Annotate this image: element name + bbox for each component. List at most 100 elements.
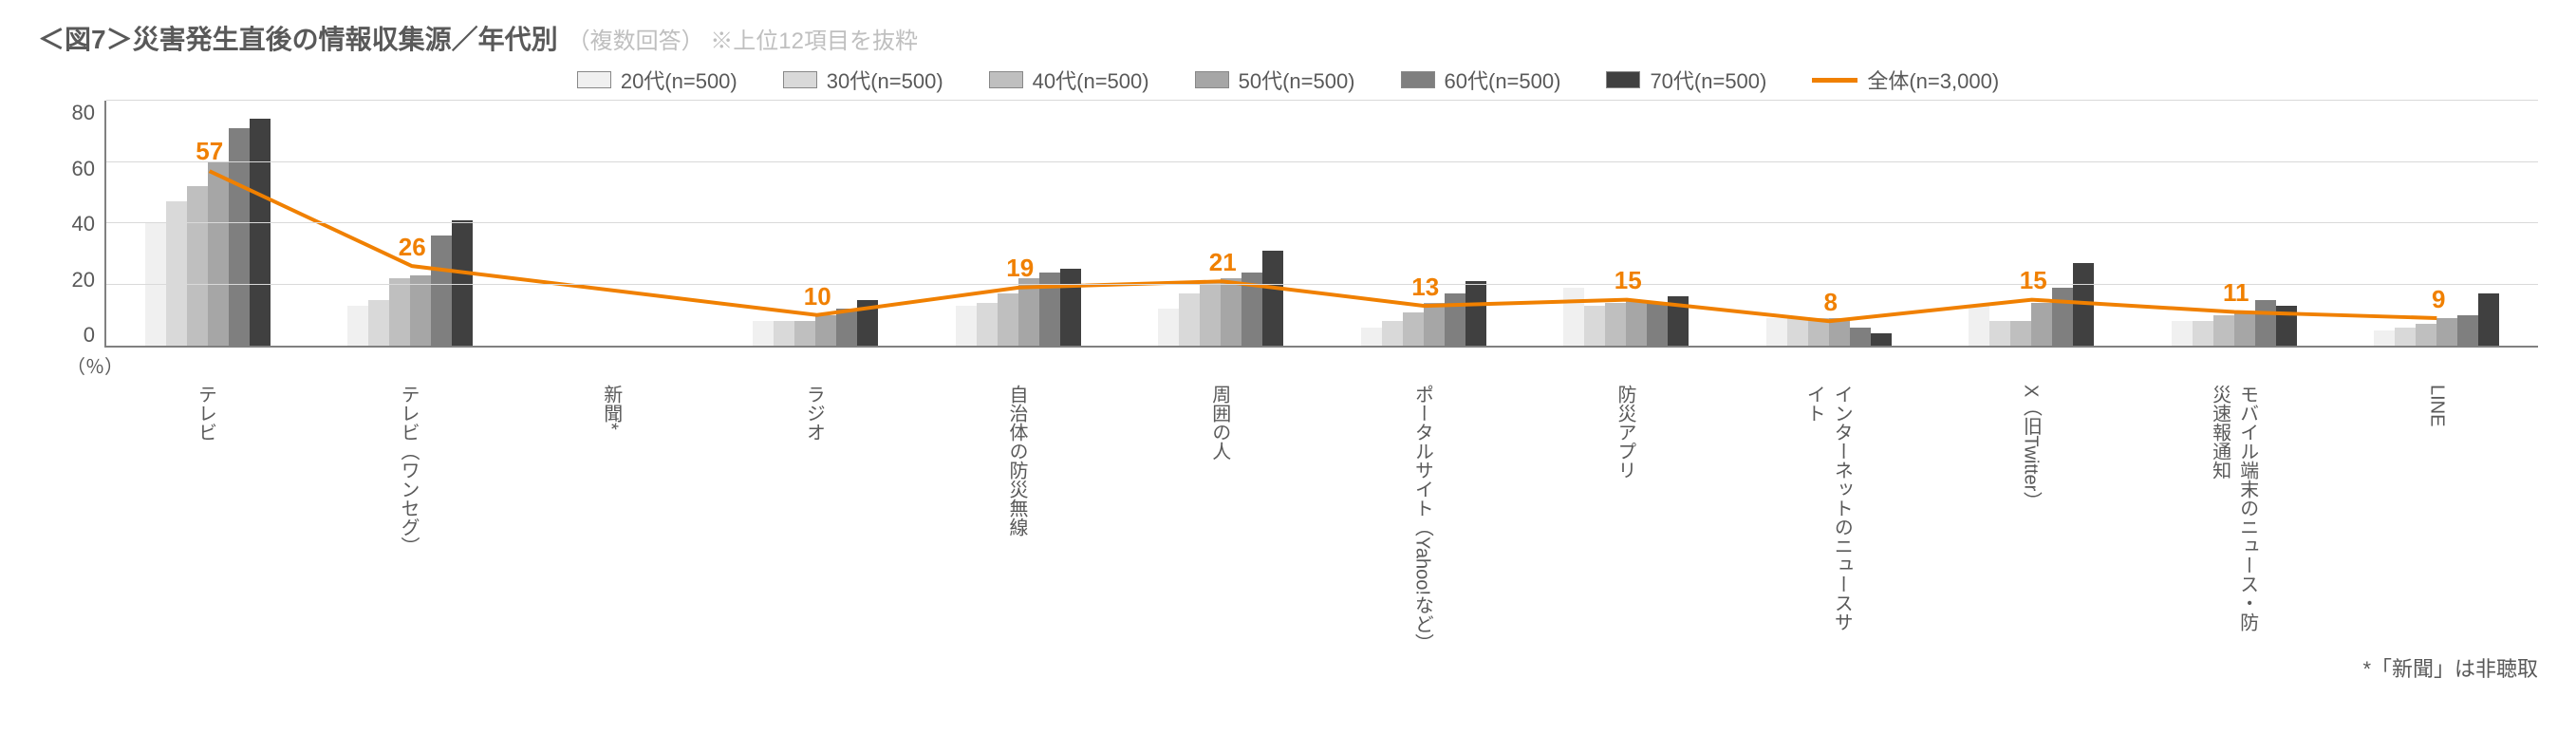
- x-label: テレビ（ワンセグ）: [308, 379, 511, 645]
- x-label: インターネットのニュースサイト: [1727, 379, 1930, 645]
- legend-item: 30代(n=500): [783, 65, 943, 95]
- bar: [1403, 312, 1424, 346]
- bar: [1989, 321, 2010, 346]
- y-tick: 20: [72, 268, 95, 292]
- x-label: 新聞*: [510, 379, 713, 645]
- x-label: ポータルサイト（Yahoo!など）: [1321, 379, 1524, 645]
- line-value-label: 57: [196, 137, 223, 166]
- x-label: モバイル端末のニュース・防災速報通知: [2133, 379, 2336, 645]
- bar: [1808, 318, 1829, 346]
- bar: [208, 162, 229, 347]
- legend-label: 全体(n=3,000): [1867, 65, 1999, 95]
- bar: [794, 321, 815, 346]
- legend-item: 60代(n=500): [1401, 65, 1561, 95]
- bar: [2172, 321, 2193, 346]
- bar: [1563, 288, 1584, 346]
- bar-group: [1931, 101, 2134, 346]
- legend-label: 30代(n=500): [827, 65, 943, 95]
- gridline: [106, 161, 2538, 162]
- bar-group: [1120, 101, 1323, 346]
- y-axis: 806040200: [38, 101, 104, 348]
- bar: [1584, 306, 1605, 346]
- bar-groups: [106, 101, 2538, 346]
- legend-item: 40代(n=500): [989, 65, 1149, 95]
- bar: [1018, 278, 1039, 346]
- bar: [187, 186, 208, 346]
- legend-label: 70代(n=500): [1650, 65, 1766, 95]
- legend-label: 40代(n=500): [1033, 65, 1149, 95]
- bar: [2457, 315, 2478, 346]
- legend-item: 20代(n=500): [577, 65, 737, 95]
- x-label: ラジオ: [713, 379, 916, 645]
- x-axis-labels: テレビテレビ（ワンセグ）新聞*ラジオ自治体の防災無線周囲の人ポータルサイト（Ya…: [104, 379, 2538, 645]
- gridline: [106, 222, 2538, 223]
- bar: [2193, 321, 2213, 346]
- bar: [2073, 263, 2094, 346]
- footnote: *「新聞」は非聴取: [38, 652, 2538, 683]
- bar: [145, 223, 166, 346]
- bar-group: [1525, 101, 1728, 346]
- bar: [1605, 303, 1626, 346]
- line-value-label: 8: [1824, 288, 1838, 317]
- x-label: 自治体の防災無線: [916, 379, 1119, 645]
- bar: [2213, 315, 2234, 346]
- y-unit: （％）: [66, 351, 2538, 379]
- line-value-label: 26: [399, 233, 426, 262]
- bar: [2255, 300, 2276, 346]
- legend-swatch: [989, 71, 1023, 88]
- bar: [753, 321, 774, 346]
- legend-swatch: [783, 71, 817, 88]
- legend-item: 50代(n=500): [1195, 65, 1355, 95]
- bar: [1382, 321, 1403, 346]
- legend-item: 70代(n=500): [1606, 65, 1766, 95]
- bar: [1179, 293, 1200, 346]
- y-tick: 40: [72, 212, 95, 236]
- bar: [1647, 303, 1668, 346]
- bar-group: [1322, 101, 1525, 346]
- y-tick: 60: [72, 157, 95, 181]
- plot-area: 57261019211315815119: [104, 101, 2538, 348]
- legend-swatch: [1401, 71, 1435, 88]
- bar: [1465, 281, 1486, 346]
- bar: [2478, 293, 2499, 346]
- title-sub: （複数回答） ※上位12項目を抜粋: [568, 22, 918, 55]
- legend: 20代(n=500) 30代(n=500) 40代(n=500) 50代(n=500)…: [38, 65, 2538, 95]
- bar: [774, 321, 794, 346]
- bar: [1200, 281, 1221, 346]
- bar: [1158, 309, 1179, 346]
- bar: [1221, 278, 1241, 346]
- bar: [2416, 324, 2436, 346]
- x-label: 防災アプリ: [1524, 379, 1727, 645]
- x-label: LINE: [2335, 379, 2538, 645]
- legend-label: 20代(n=500): [621, 65, 737, 95]
- bar-group: [309, 101, 513, 346]
- bar: [2031, 303, 2052, 346]
- line-value-label: 9: [2432, 285, 2445, 314]
- bar: [1361, 328, 1382, 346]
- chart-area: 806040200 57261019211315815119: [38, 101, 2538, 348]
- bar: [1969, 306, 1989, 346]
- legend-swatch: [1606, 71, 1640, 88]
- bar: [250, 119, 271, 346]
- line-value-label: 11: [2223, 278, 2249, 308]
- bar: [2395, 328, 2416, 346]
- bar: [2276, 306, 2297, 346]
- bar-group: [2133, 101, 2336, 346]
- bar: [2052, 288, 2073, 346]
- legend-swatch: [577, 71, 611, 88]
- bar: [166, 201, 187, 346]
- line-value-label: 19: [1006, 254, 1034, 283]
- bar: [857, 300, 878, 346]
- bar: [2436, 318, 2457, 346]
- bar: [1262, 251, 1283, 346]
- bar: [977, 303, 998, 346]
- bar: [1626, 300, 1647, 346]
- bar: [1850, 328, 1871, 346]
- bar: [347, 306, 368, 346]
- bar: [2010, 321, 2031, 346]
- bar: [1424, 303, 1445, 346]
- line-value-label: 21: [1209, 248, 1237, 277]
- chart-title: ＜図7＞災害発生直後の情報収集源／年代別 （複数回答） ※上位12項目を抜粋: [38, 19, 2538, 57]
- bar: [1766, 318, 1787, 346]
- gridline: [106, 284, 2538, 285]
